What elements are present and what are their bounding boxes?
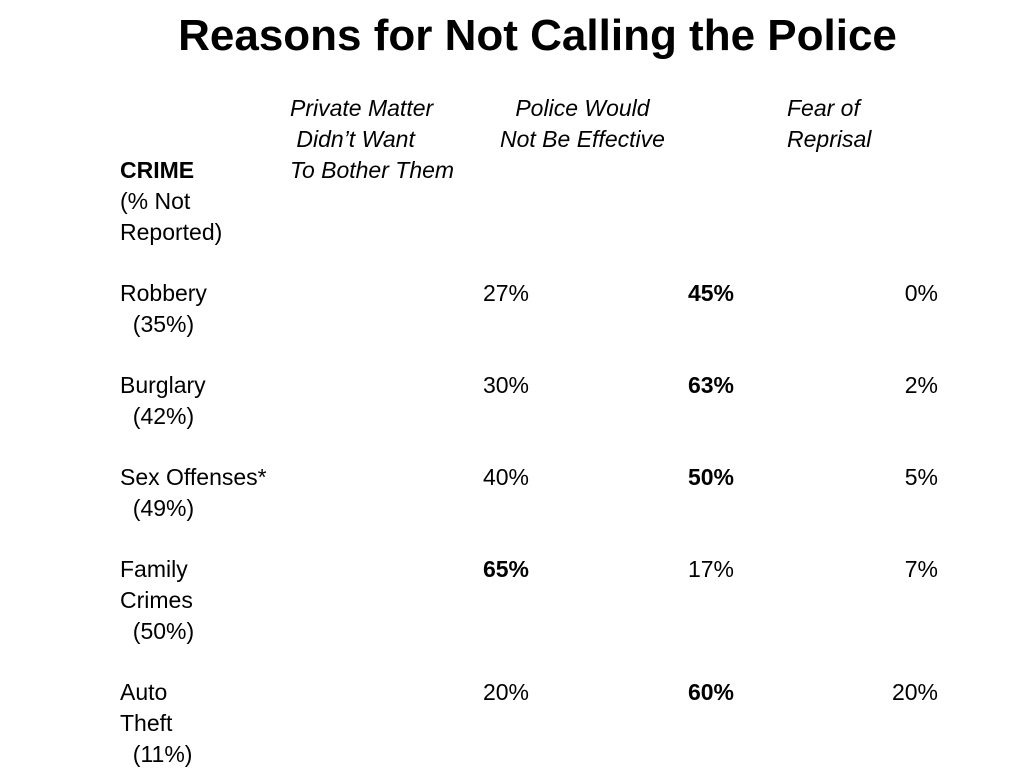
page-title: Reasons for Not Calling the Police (178, 11, 897, 60)
fear-of-reprisal-value: 20% (891, 679, 938, 705)
crime-name: Sex Offenses* (49%) (120, 464, 267, 521)
crime-name: Family Crimes (50%) (120, 556, 195, 644)
fear-of-reprisal-value: 7% (904, 556, 938, 582)
fear-of-reprisal-value: 0% (904, 280, 938, 306)
private-matter-value: 27% (482, 280, 529, 306)
column-header-private-matter: Private Matter Didn’t Want To Bother The… (290, 95, 455, 183)
police-not-effective-value: 63% (687, 372, 734, 398)
police-not-effective-value: 50% (687, 464, 734, 490)
police-not-effective-value: 17% (687, 556, 734, 582)
private-matter-value: 20% (482, 679, 529, 705)
crime-label: CRIME (120, 157, 195, 183)
crime-name: Robbery (35%) (120, 280, 207, 337)
police-not-effective-value: 45% (687, 280, 734, 306)
police-not-effective-value: 60% (687, 679, 734, 705)
column-header-fear-of-reprisal: Fear of Reprisal (787, 95, 872, 152)
fear-of-reprisal-value: 5% (904, 464, 938, 490)
private-matter-value: 65% (482, 556, 529, 582)
fear-of-reprisal-value: 2% (904, 372, 938, 398)
crime-name: Auto Theft (11%) (120, 679, 193, 767)
crime-column-header: CRIME (% Not Reported) (120, 155, 222, 248)
private-matter-value: 30% (482, 372, 529, 398)
crime-sublabel: (% Not Reported) (120, 188, 223, 245)
column-header-police-not-effective: Police Would Not Be Effective (500, 95, 665, 152)
private-matter-value: 40% (482, 464, 529, 490)
crime-name: Burglary (42%) (120, 372, 206, 429)
